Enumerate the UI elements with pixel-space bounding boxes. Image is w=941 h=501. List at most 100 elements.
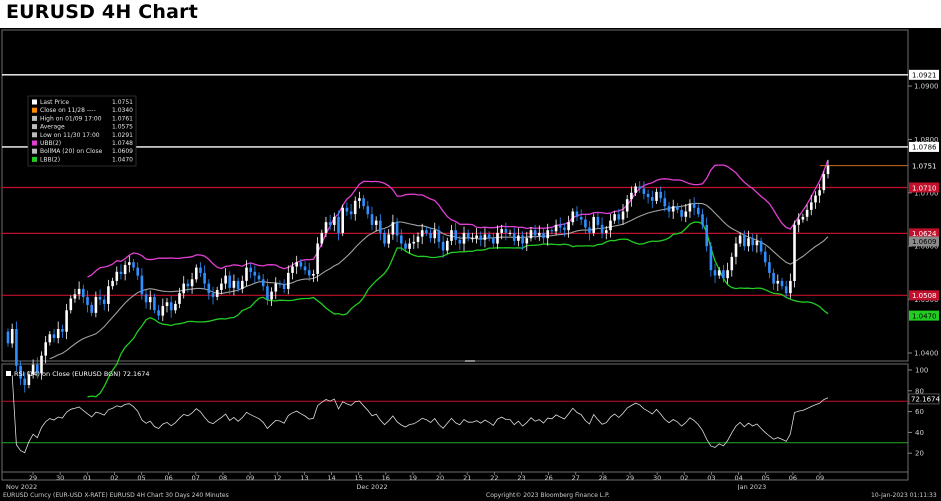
legend-value: 1.0748 [112, 140, 133, 147]
candle-body [404, 243, 407, 249]
x-tick-label: 06 [789, 474, 797, 482]
x-tick-label: 09 [246, 474, 254, 482]
candle-body [667, 206, 671, 212]
x-tick-label: 22 [490, 474, 498, 482]
candle-body [324, 222, 328, 233]
x-tick-label: 15 [355, 474, 363, 482]
candle-body [425, 230, 428, 233]
candle-body [826, 165, 830, 175]
candle-body [571, 211, 575, 223]
candle-body [810, 202, 813, 210]
candle-body [420, 230, 424, 237]
candle-body [600, 224, 604, 233]
candle-body [705, 224, 708, 247]
candle-body [291, 266, 294, 273]
candle-body [479, 235, 483, 240]
panel-divider-handle[interactable] [465, 360, 475, 362]
candle-body [236, 280, 240, 289]
x-tick-label: 06 [165, 474, 173, 482]
candle-body [73, 294, 77, 299]
candle-body [245, 267, 248, 281]
candle-body [65, 310, 68, 332]
x-tick-label: 21 [463, 474, 471, 482]
candle-body [504, 229, 508, 233]
candle-body [563, 227, 566, 231]
candle-body [253, 271, 257, 276]
legend-value: 1.0609 [112, 148, 133, 155]
x-tick-label: 13 [300, 474, 308, 482]
candle-body [814, 195, 817, 203]
candle-body [123, 264, 127, 274]
level-tag [909, 160, 939, 171]
candle-body [625, 199, 629, 212]
candle-body [303, 266, 307, 271]
candle-body [458, 239, 462, 244]
candle-body [579, 216, 583, 220]
candle-body [575, 211, 579, 217]
candle-body [584, 219, 587, 228]
candle-body [400, 235, 403, 244]
candle-body [492, 238, 495, 244]
legend-label: Low on 11/30 17:00 [40, 132, 100, 139]
level-tag-label: 1.0786 [912, 144, 937, 152]
candle-body [115, 271, 119, 281]
x-tick-label: 16 [382, 474, 390, 482]
footer-center: Copyright© 2023 Bloomberg Finance L.P. [486, 492, 610, 499]
rsi-plot-frame [1, 363, 909, 481]
candle-body [274, 283, 278, 292]
candle-body [278, 283, 282, 285]
candle-body [358, 198, 361, 201]
candle-body [709, 246, 713, 271]
candle-body [805, 209, 809, 217]
legend-label: Close on 11/28 ---- [40, 107, 96, 114]
rsi-tick-label: 80 [915, 387, 924, 395]
footer-right: 10-Jan-2023 01:11:33 [871, 492, 937, 499]
candle-body [671, 206, 675, 212]
candle-body [107, 286, 110, 304]
candle-body [182, 283, 185, 294]
x-tick-label: 14 [327, 474, 335, 482]
candle-body [525, 238, 529, 244]
x-tick-label: 01 [83, 474, 91, 482]
footer-left: EURUSD Curncy (EUR-USD X-RATE) EURUSD 4H… [3, 492, 229, 499]
candle-body [801, 216, 805, 220]
candle-body [496, 232, 499, 244]
candle-body [128, 262, 131, 265]
candle-body [751, 238, 754, 246]
legend-value: 1.0751 [112, 99, 133, 106]
x-month-label: Jan 2023 [737, 483, 767, 491]
x-tick-label: 12 [273, 474, 281, 482]
candle-body [655, 191, 658, 201]
candle-body [27, 374, 31, 385]
price-tick-label: 1.0700 [914, 189, 939, 197]
candle-body [82, 288, 85, 297]
candle-body [261, 279, 265, 287]
x-tick-label: 07 [192, 474, 200, 482]
candle-body [119, 271, 123, 274]
candle-body [743, 235, 746, 247]
candle-body [211, 293, 215, 297]
candle-body [136, 267, 139, 276]
x-tick-label: 29 [626, 474, 634, 482]
candle-body [588, 227, 591, 233]
candle-body [270, 291, 273, 300]
candle-body [521, 235, 524, 244]
candle-body [379, 220, 382, 233]
candle-body [596, 216, 600, 225]
candle-body [48, 334, 52, 343]
candle-body [328, 222, 332, 225]
candle-body [638, 186, 641, 189]
candle-body [416, 236, 420, 242]
x-tick-label: 05 [137, 474, 145, 482]
chart-svg[interactable]: 1.09001.08001.07001.06001.05001.04001.09… [0, 28, 941, 501]
legend: Last Price 1.0751 Close on 11/28 ---- 1.034… [27, 95, 137, 167]
candle-body [554, 224, 558, 232]
candle-body [441, 241, 445, 251]
chart-panel[interactable]: 1.09001.08001.07001.06001.05001.04001.09… [0, 28, 941, 501]
candle-body [446, 240, 449, 251]
candle-body [19, 365, 22, 379]
candle-body [437, 230, 441, 242]
candle-body [471, 238, 474, 240]
rsi-label: RSI (14) on Close (EURUSD BGN) 72.1674 [14, 370, 150, 378]
candle-body [132, 262, 135, 268]
